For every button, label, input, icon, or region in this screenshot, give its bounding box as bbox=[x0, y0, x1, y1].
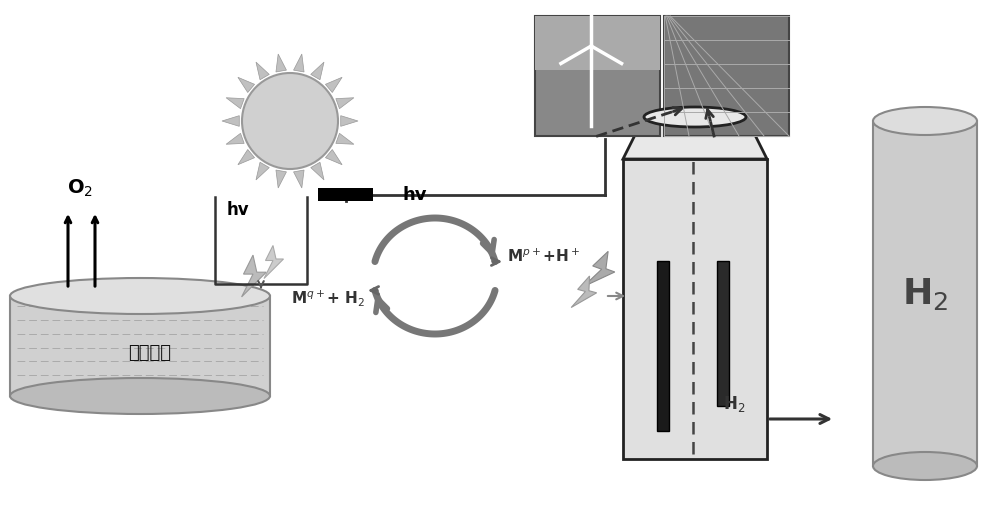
Polygon shape bbox=[341, 116, 358, 126]
Polygon shape bbox=[276, 170, 286, 188]
Polygon shape bbox=[336, 133, 354, 144]
Polygon shape bbox=[311, 62, 324, 80]
Ellipse shape bbox=[644, 107, 746, 127]
Polygon shape bbox=[238, 150, 255, 165]
Text: H$_2$: H$_2$ bbox=[723, 394, 745, 414]
Polygon shape bbox=[226, 133, 244, 144]
Circle shape bbox=[242, 73, 338, 169]
Polygon shape bbox=[256, 162, 269, 180]
Polygon shape bbox=[583, 251, 615, 287]
Polygon shape bbox=[294, 54, 304, 72]
Text: M$^{p+}$+H$^+$: M$^{p+}$+H$^+$ bbox=[507, 248, 580, 265]
Ellipse shape bbox=[873, 107, 977, 135]
Polygon shape bbox=[311, 162, 324, 180]
Bar bbox=[717, 261, 729, 406]
Polygon shape bbox=[264, 245, 284, 278]
Bar bbox=[664, 16, 789, 136]
Polygon shape bbox=[336, 98, 354, 109]
Bar bbox=[623, 159, 767, 459]
Polygon shape bbox=[294, 170, 304, 188]
Text: hv: hv bbox=[227, 201, 250, 219]
Polygon shape bbox=[10, 296, 270, 396]
Ellipse shape bbox=[10, 278, 270, 314]
Polygon shape bbox=[571, 276, 597, 307]
Bar bbox=[535, 16, 660, 70]
Polygon shape bbox=[256, 62, 269, 80]
Polygon shape bbox=[325, 78, 342, 92]
Text: M$^{q+}$+ H$_2$: M$^{q+}$+ H$_2$ bbox=[291, 288, 365, 309]
Bar bbox=[535, 16, 660, 136]
Text: H$_2$: H$_2$ bbox=[902, 276, 948, 312]
Text: O$_2$: O$_2$ bbox=[67, 178, 93, 199]
Polygon shape bbox=[325, 150, 342, 165]
Polygon shape bbox=[623, 117, 767, 159]
Bar bbox=[318, 188, 373, 201]
Bar bbox=[657, 261, 669, 431]
Bar bbox=[873, 121, 977, 466]
Text: hv: hv bbox=[403, 185, 428, 203]
Ellipse shape bbox=[873, 452, 977, 480]
Polygon shape bbox=[222, 116, 239, 126]
Polygon shape bbox=[242, 255, 266, 297]
Polygon shape bbox=[276, 54, 286, 72]
Polygon shape bbox=[226, 98, 244, 109]
Ellipse shape bbox=[10, 378, 270, 414]
Polygon shape bbox=[238, 78, 255, 92]
Text: 光偷化剂: 光偷化剂 bbox=[128, 344, 172, 362]
